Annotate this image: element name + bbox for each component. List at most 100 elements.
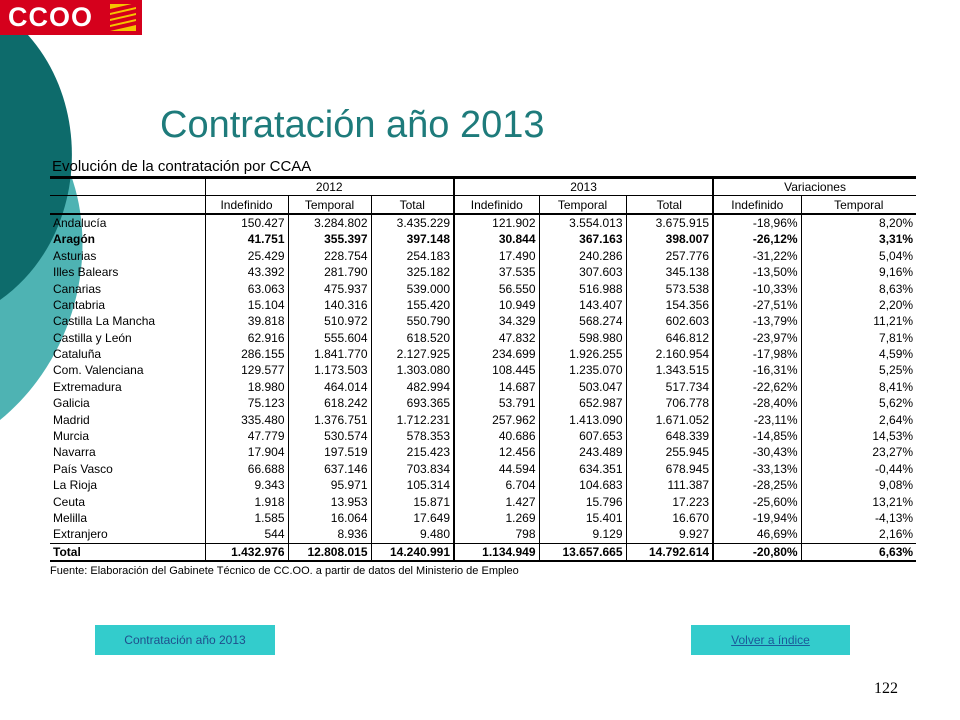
value-cell: 397.148 (370, 231, 455, 248)
value-cell: 335.480 (204, 411, 288, 428)
value-cell: 41.751 (204, 231, 288, 248)
value-cell: 9,16% (800, 263, 917, 281)
region-cell: Aragón (53, 232, 95, 247)
value-cell: 510.972 (287, 313, 371, 330)
value-cell: 573.538 (625, 280, 714, 297)
value-cell: 15.871 (370, 493, 455, 510)
value-cell: 6.704 (453, 477, 540, 494)
table-row: Asturias 25.429 228.754 254.183 17.490 240.28… (50, 247, 917, 264)
group-header-2012: 2012 (204, 177, 455, 197)
value-cell: -19,94% (712, 509, 802, 527)
value-cell: 17.904 (204, 444, 288, 461)
value-cell: 367.163 (538, 231, 627, 248)
value-cell: 43.392 (204, 263, 288, 281)
value-cell: 1.413.090 (538, 411, 627, 428)
table-row: La Rioja 9.343 95.971 105.314 6.704 104.683 11… (50, 477, 917, 494)
value-cell: 618.520 (370, 329, 455, 346)
value-cell: 475.937 (287, 280, 371, 297)
value-cell: 1.303.080 (370, 362, 455, 379)
value-cell: 286.155 (204, 345, 288, 363)
value-cell: 307.603 (538, 263, 627, 281)
value-cell: 703.834 (370, 460, 455, 478)
value-cell: 798 (453, 526, 540, 544)
value-cell: 14.687 (453, 378, 540, 396)
value-cell: 1.173.503 (287, 362, 371, 379)
value-cell: 555.604 (287, 329, 371, 346)
region-cell: Cataluña (53, 347, 102, 362)
value-cell: 325.182 (370, 263, 455, 281)
value-cell: 17.490 (453, 247, 540, 264)
region-cell: Canarias (53, 281, 102, 296)
value-cell: 550.790 (370, 313, 455, 330)
value-cell: -10,33% (712, 280, 802, 297)
value-cell: 9.480 (370, 526, 455, 544)
value-cell: 530.574 (287, 427, 371, 445)
table-row: Murcia 47.779 530.574 578.353 40.686 607.653 6… (50, 427, 917, 445)
value-cell: -23,97% (712, 329, 802, 346)
table-row: Castilla La Mancha 39.818 510.972 550.790 34… (50, 313, 917, 330)
value-cell: 3.554.013 (538, 213, 627, 232)
value-cell: 150.427 (204, 213, 288, 232)
value-cell: 108.445 (453, 362, 540, 379)
column-header: Total (370, 195, 455, 215)
value-cell: 14.240.991 (370, 542, 455, 562)
region-cell: Total (50, 542, 205, 562)
value-cell: 75.123 (204, 395, 288, 412)
value-cell: 652.987 (538, 395, 627, 412)
current-section-button[interactable]: Contratación año 2013 (95, 625, 275, 655)
value-cell: 105.314 (370, 477, 455, 494)
value-cell: 1.585 (204, 509, 288, 527)
value-cell: 3.435.229 (370, 213, 455, 232)
page-title: Contratación año 2013 (160, 104, 545, 146)
value-cell: 516.988 (538, 280, 627, 297)
value-cell: -26,12% (712, 231, 802, 248)
value-cell: 240.286 (538, 247, 627, 264)
value-cell: 1.269 (453, 509, 540, 527)
value-cell: 3.284.802 (287, 213, 371, 232)
value-cell: 15.401 (538, 509, 627, 527)
value-cell: 1.918 (204, 493, 288, 510)
value-cell: 355.397 (287, 231, 371, 248)
value-cell: 47.832 (453, 329, 540, 346)
value-cell: 2.160.954 (625, 345, 714, 363)
contracts-table-container: Evolución de la contratación por CCAA 20… (50, 158, 917, 577)
value-cell: 1.671.052 (625, 411, 714, 428)
column-header: Temporal (538, 195, 627, 215)
back-to-index-link[interactable]: Volver a índice (691, 625, 850, 655)
value-cell: 18.980 (204, 378, 288, 396)
value-cell: 197.519 (287, 444, 371, 461)
value-cell: 5,62% (800, 395, 917, 412)
column-header: Indefinido (204, 195, 288, 215)
table-row: Aragón 41.751 355.397 397.148 30.844 367.163 3… (50, 231, 917, 248)
table-row: Andalucía 150.427 3.284.802 3.435.229 121.90… (50, 213, 917, 232)
value-cell: -22,62% (712, 378, 802, 396)
value-cell: -23,11% (712, 411, 802, 428)
value-cell: 111.387 (625, 477, 714, 494)
contracts-table: 2012 2013 Variaciones Indefinido Tempora… (50, 177, 917, 562)
region-cell: Extremadura (53, 379, 122, 394)
region-cell: Ceuta (53, 494, 86, 509)
table-row: País Vasco 66.688 637.146 703.834 44.594 634.… (50, 460, 917, 478)
value-cell: 598.980 (538, 329, 627, 346)
value-cell: 15.104 (204, 296, 288, 314)
value-cell: 1.235.070 (538, 362, 627, 379)
value-cell: 257.962 (453, 411, 540, 428)
region-cell: Extranjero (53, 527, 108, 542)
value-cell: 154.356 (625, 296, 714, 314)
region-cell: Murcia (53, 429, 90, 444)
value-cell: 1.134.949 (453, 542, 540, 562)
table-row: Melilla 1.585 16.064 17.649 1.269 15.401 16.67… (50, 509, 917, 527)
value-cell: -0,44% (800, 460, 917, 478)
table-row: Castilla y León 62.916 555.604 618.520 47.83… (50, 329, 917, 346)
value-cell: 1.343.515 (625, 362, 714, 379)
value-cell: 2,64% (800, 411, 917, 428)
region-cell: Andalucía (53, 215, 107, 230)
column-header: Temporal (800, 195, 917, 215)
value-cell: 618.242 (287, 395, 371, 412)
value-cell: 143.407 (538, 296, 627, 314)
value-cell: 568.274 (538, 313, 627, 330)
value-cell: 13.657.665 (538, 542, 627, 562)
value-cell: 9.129 (538, 526, 627, 544)
value-cell: 14,53% (800, 427, 917, 445)
